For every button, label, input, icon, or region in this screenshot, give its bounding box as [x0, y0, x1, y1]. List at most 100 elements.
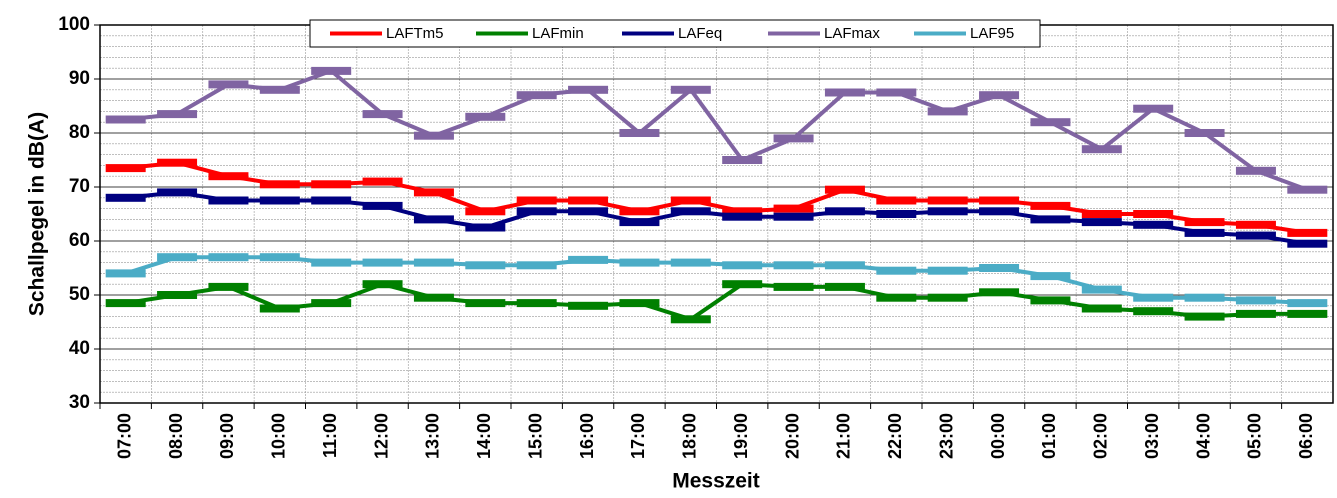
x-tick-label: 03:00 — [1142, 413, 1162, 459]
marker — [465, 223, 506, 232]
legend-label: LAF95 — [970, 25, 1014, 42]
marker — [362, 201, 403, 210]
marker — [1287, 239, 1328, 248]
marker — [1287, 185, 1328, 194]
x-tick-label: 17:00 — [628, 413, 648, 459]
y-tick-label: 80 — [69, 122, 90, 143]
marker — [1133, 293, 1174, 302]
marker — [157, 110, 198, 119]
x-tick-label: 20:00 — [782, 413, 802, 459]
marker — [619, 129, 660, 137]
marker — [979, 196, 1020, 205]
marker — [670, 207, 711, 216]
y-tick-label: 50 — [69, 284, 90, 305]
x-tick-label: 07:00 — [114, 413, 134, 459]
marker — [311, 299, 352, 308]
x-tick-label: 00:00 — [988, 413, 1008, 459]
marker — [979, 207, 1020, 216]
marker — [979, 264, 1020, 272]
x-tick-label: 10:00 — [269, 413, 289, 459]
marker — [516, 261, 557, 270]
marker — [773, 134, 814, 143]
x-tick-label: 21:00 — [834, 413, 854, 459]
marker — [876, 266, 917, 275]
marker — [1081, 304, 1122, 313]
y-tick-label: 100 — [58, 14, 90, 35]
marker — [876, 293, 917, 302]
marker — [157, 253, 198, 262]
marker — [1030, 215, 1071, 224]
marker — [413, 258, 454, 267]
marker — [568, 196, 609, 205]
marker — [722, 212, 763, 221]
marker — [516, 91, 557, 100]
marker — [208, 282, 249, 291]
marker — [670, 315, 711, 324]
marker — [619, 258, 660, 267]
x-axis-label: Messzeit — [672, 470, 760, 493]
marker — [208, 172, 249, 181]
marker — [157, 158, 198, 167]
marker — [157, 188, 198, 197]
marker — [413, 188, 454, 197]
y-tick-label: 70 — [69, 176, 90, 197]
legend-label: LAFeq — [678, 25, 722, 42]
marker — [1235, 220, 1276, 229]
marker — [311, 66, 352, 75]
marker — [1133, 104, 1174, 113]
marker — [157, 291, 198, 299]
marker — [465, 207, 506, 216]
marker — [824, 185, 865, 194]
x-tick-label: 02:00 — [1091, 413, 1111, 459]
marker — [876, 196, 917, 205]
y-axis-label: Schallpegel in dB(A) — [26, 112, 49, 316]
marker — [105, 193, 146, 202]
marker — [208, 253, 249, 262]
marker — [1235, 296, 1276, 305]
x-tick-label: 04:00 — [1193, 413, 1213, 459]
marker — [670, 196, 711, 205]
x-tick-label: 18:00 — [680, 413, 700, 459]
marker — [208, 196, 249, 205]
marker — [979, 288, 1020, 297]
marker — [311, 258, 352, 267]
legend-label: LAFmax — [824, 25, 880, 42]
marker — [413, 215, 454, 224]
marker — [824, 261, 865, 270]
marker — [413, 293, 454, 302]
marker — [568, 85, 609, 94]
marker — [362, 110, 403, 119]
x-tick-label: 13:00 — [423, 413, 443, 459]
marker — [1030, 118, 1071, 127]
marker — [465, 112, 506, 121]
marker — [619, 207, 660, 216]
marker — [105, 164, 146, 173]
marker — [670, 258, 711, 267]
marker — [824, 207, 865, 216]
marker — [1184, 312, 1225, 321]
marker — [311, 180, 352, 189]
marker — [1030, 296, 1071, 305]
marker — [362, 280, 403, 289]
marker — [1133, 307, 1174, 316]
legend-label: LAFmin — [532, 25, 584, 42]
marker — [1184, 228, 1225, 237]
marker — [1235, 166, 1276, 175]
marker — [1184, 218, 1225, 227]
legend-label: LAFTm5 — [386, 25, 444, 42]
marker — [516, 207, 557, 216]
marker — [927, 266, 968, 275]
x-tick-label: 08:00 — [166, 413, 186, 459]
marker — [208, 80, 249, 89]
x-tick-label: 12:00 — [371, 413, 391, 459]
marker — [1133, 210, 1174, 218]
marker — [1081, 285, 1122, 294]
marker — [773, 204, 814, 213]
x-tick-label: 19:00 — [731, 413, 751, 459]
marker — [1235, 309, 1276, 318]
marker — [876, 210, 917, 218]
marker — [1030, 201, 1071, 210]
x-tick-label: 11:00 — [320, 413, 340, 458]
marker — [259, 85, 300, 94]
